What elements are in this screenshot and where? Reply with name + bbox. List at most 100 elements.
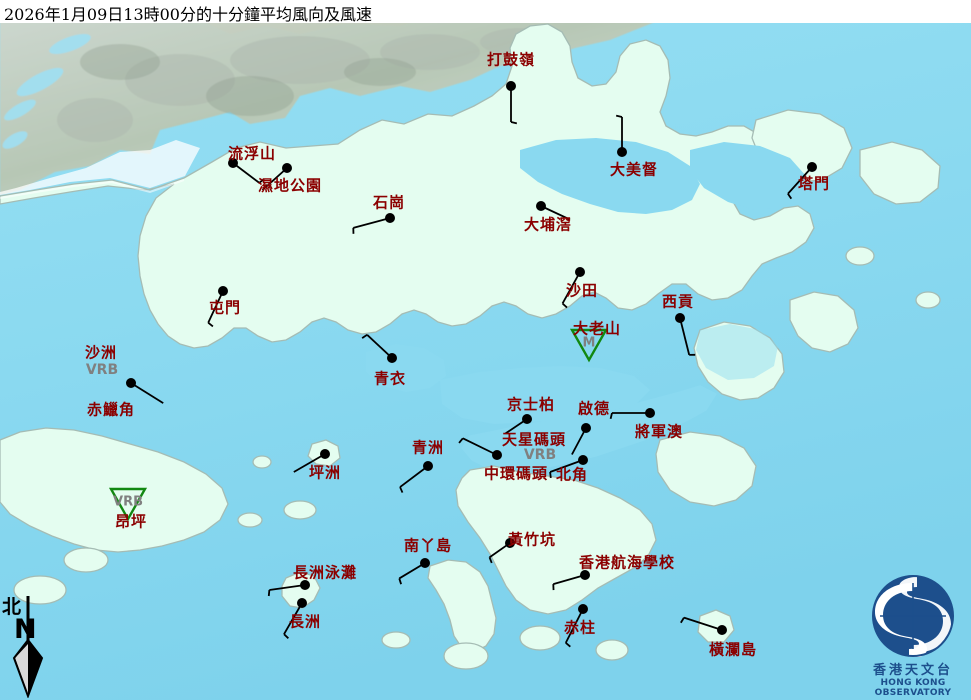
barb-half [609, 412, 613, 420]
barb-shaft [561, 271, 581, 304]
barb-shaft [399, 465, 429, 488]
wind-station [569, 328, 609, 363]
station-label-22: 坪洲 [308, 463, 342, 482]
barb-shaft [261, 167, 288, 191]
barb-shaft [353, 217, 391, 229]
station-status-marker: VRB [113, 494, 143, 510]
barb-shaft [269, 584, 306, 591]
barb-half [399, 486, 404, 493]
station-label-0: 打鼓嶺 [486, 50, 536, 69]
station-label-1: 流浮山 [227, 144, 277, 163]
cheung-chau [281, 571, 321, 609]
compass-label-cn: 北 [2, 596, 22, 618]
barb-shaft [283, 602, 303, 635]
wind-station [506, 81, 518, 125]
wind-station [352, 213, 395, 234]
station-label-25: 香港航海學校 [578, 553, 676, 572]
barb-half [565, 642, 571, 648]
station-label-10: 沙洲 [84, 343, 118, 362]
deep-bay-border [0, 140, 200, 195]
barb-shaft [679, 317, 691, 356]
station-label-18: 中環碼頭 [483, 464, 549, 483]
barb-shaft [553, 574, 586, 585]
wind-station [283, 598, 307, 639]
station-status-triangle [108, 487, 148, 522]
compass-label-en: N [14, 614, 37, 645]
wind-station [458, 437, 502, 460]
vrb-label: VRB [85, 362, 119, 378]
wind-station [680, 616, 727, 635]
station-label-21: 青洲 [411, 438, 445, 457]
barb-shaft [549, 459, 584, 473]
station-label-5: 大美督 [609, 160, 659, 179]
station-label-17: 天星碼頭 [501, 430, 567, 449]
barb-shaft [232, 162, 260, 184]
nt-kowloon [0, 23, 815, 349]
hong-kong-island [455, 465, 657, 615]
barb-shaft [398, 562, 426, 580]
clear-water-bay [655, 431, 757, 507]
wind-station [787, 162, 817, 200]
barb-half [510, 121, 518, 125]
wind-station [267, 580, 310, 597]
hko-logo: 香港天文台 HONG KONG OBSERVATORY [855, 575, 971, 700]
barb-shaft [207, 290, 224, 324]
station-label-12: 青衣 [373, 369, 407, 388]
wind-station [261, 163, 292, 191]
barb-half [207, 322, 214, 328]
station-status-triangle [569, 328, 609, 363]
barb-half [361, 334, 368, 339]
barb-half [283, 633, 289, 639]
wind-station [609, 408, 655, 420]
station-label-16: 啟德 [577, 399, 611, 418]
barb-shaft [571, 427, 587, 455]
logo-label-en: HONG KONG OBSERVATORY [874, 678, 952, 698]
barb-shaft [504, 418, 528, 435]
barb-shaft [787, 166, 813, 195]
station-label-27: 橫瀾島 [708, 640, 758, 659]
sai-kung-peninsula [693, 321, 785, 401]
wind-station [361, 334, 397, 363]
logo-label-cn: 香港天文台 [872, 663, 953, 678]
wind-station [615, 114, 627, 157]
wind-station [571, 423, 591, 455]
compass-needle-icon [12, 596, 44, 698]
hko-emblem-icon [872, 575, 954, 657]
station-label-26: 赤柱 [563, 618, 597, 637]
barb-half [680, 617, 685, 624]
station-status-marker: M [582, 335, 596, 351]
wind-station [398, 558, 430, 585]
barb-shaft [462, 437, 498, 456]
lamma-island [427, 559, 497, 653]
wind-station [675, 313, 696, 356]
inner-waters [366, 138, 806, 424]
station-label-4: 屯門 [208, 298, 242, 317]
ne-island [859, 141, 941, 205]
station-label-29: 長洲 [288, 612, 322, 631]
station-label-13: 大老山 [572, 319, 622, 338]
wind-station [536, 201, 571, 221]
wind-station [561, 267, 585, 309]
wind-station [108, 487, 148, 522]
barb-half [549, 471, 552, 479]
compass-rose: 北 N [2, 592, 54, 698]
station-label-23: 南丫島 [403, 536, 453, 555]
barb-shaft [293, 453, 326, 473]
station-label-15: 京士柏 [506, 395, 556, 414]
wind-station [504, 414, 532, 435]
station-label-14: 昂坪 [114, 512, 148, 531]
wind-station [399, 461, 433, 493]
wind-station [549, 455, 588, 479]
coast-highlight [0, 179, 185, 199]
barb-shaft [366, 334, 393, 359]
station-label-7: 大埔滘 [523, 215, 573, 234]
barb-half [787, 193, 793, 200]
station-label-8: 沙田 [565, 281, 599, 300]
wind-station [293, 449, 330, 473]
barb-shaft [130, 382, 164, 404]
sai-kung-east [789, 291, 859, 353]
barb-half [458, 437, 464, 444]
